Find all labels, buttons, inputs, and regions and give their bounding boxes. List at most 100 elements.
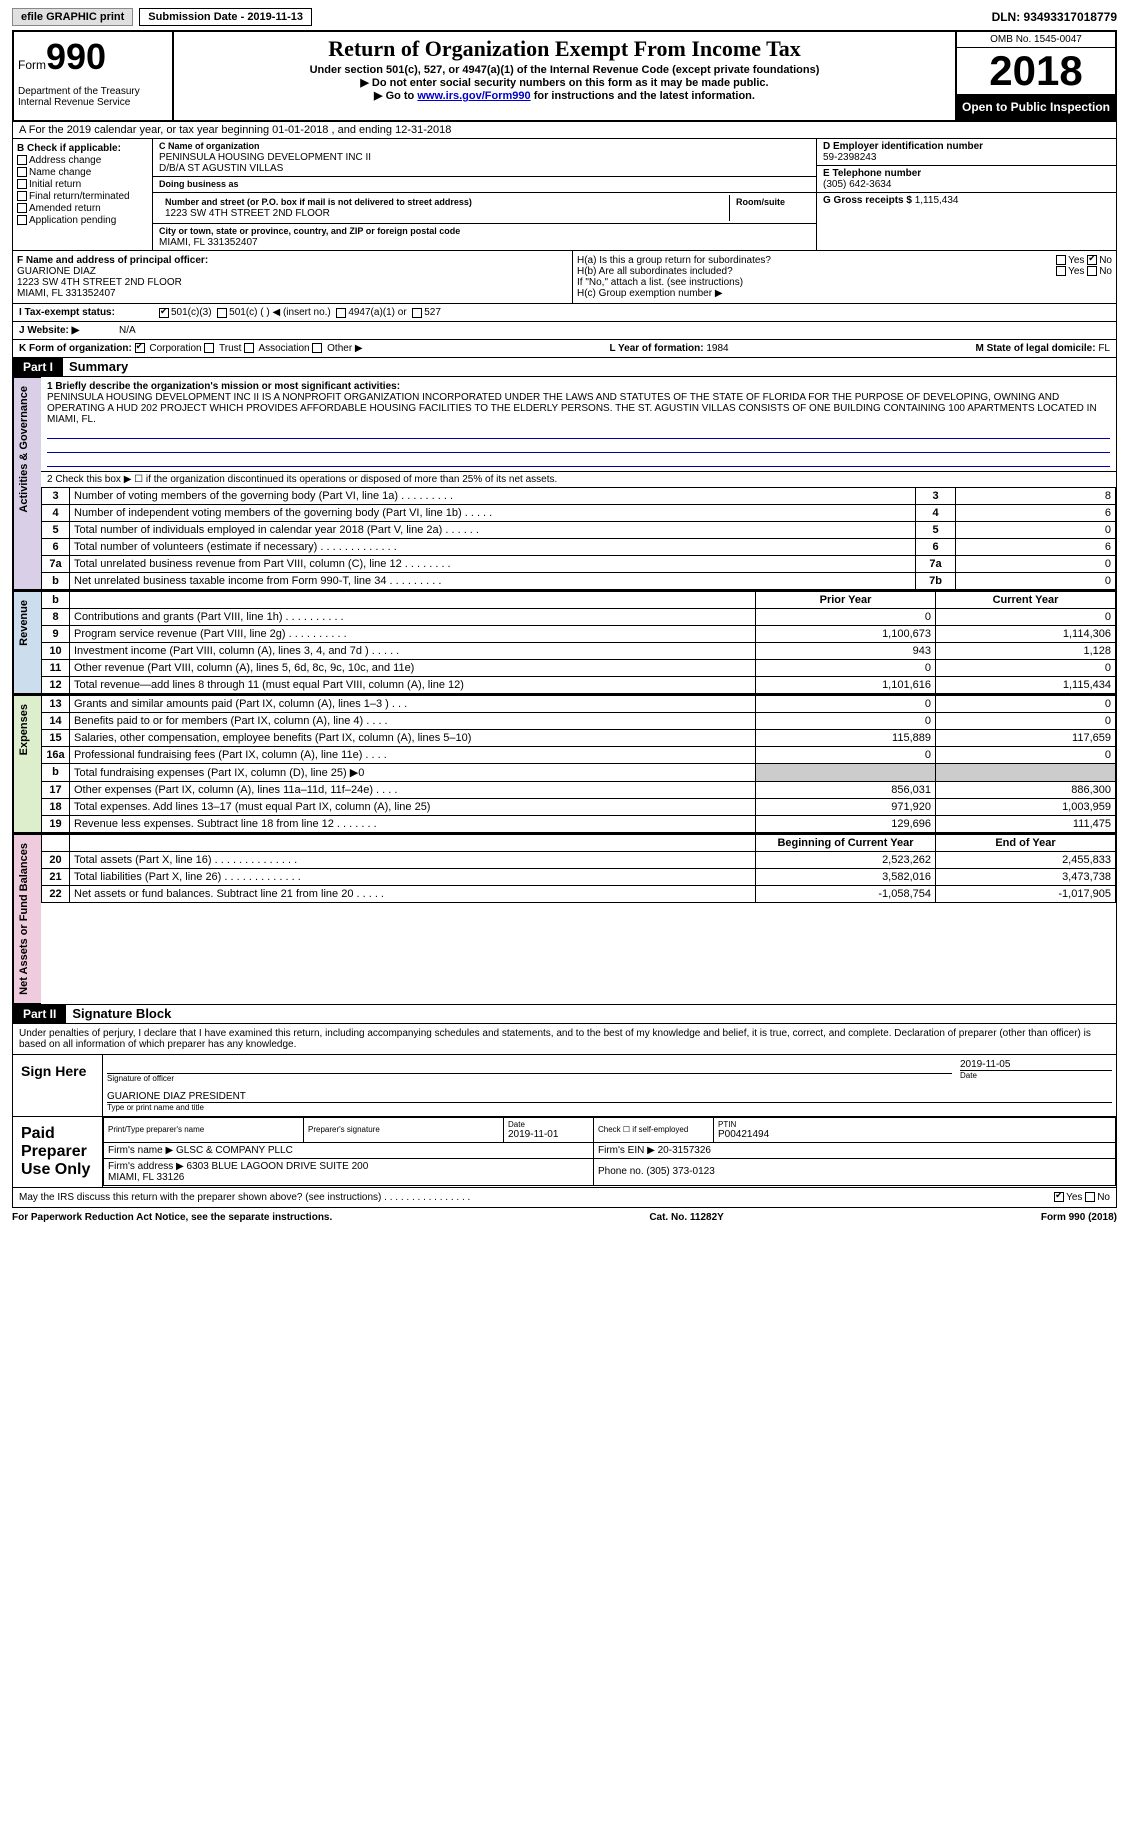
line-no: b: [42, 573, 70, 590]
korg-row: K Form of organization: Corporation Trus…: [12, 340, 1117, 358]
line-text: Grants and similar amounts paid (Part IX…: [70, 696, 756, 713]
current-year: 0: [936, 747, 1116, 764]
line-no: 10: [42, 643, 70, 660]
tax-exempt-row: I Tax-exempt status: 501(c)(3) 501(c) ( …: [12, 304, 1117, 322]
line-text: Total liabilities (Part X, line 26) . . …: [70, 869, 756, 886]
line-ref: 4: [916, 505, 956, 522]
tax-year: 2018: [957, 48, 1115, 94]
line-ref: 7a: [916, 556, 956, 573]
line-value: 0: [956, 573, 1116, 590]
chk-initial-return[interactable]: Initial return: [17, 179, 148, 190]
line-no: 20: [42, 852, 70, 869]
subtitle-2: ▶ Do not enter social security numbers o…: [178, 76, 951, 89]
irs-link[interactable]: www.irs.gov/Form990: [417, 90, 530, 102]
sign-here-label: Sign Here: [13, 1055, 103, 1116]
current-year: 0: [936, 609, 1116, 626]
line-no: 22: [42, 886, 70, 903]
omb-number: OMB No. 1545-0047: [957, 32, 1115, 48]
org-address: 1223 SW 4TH STREET 2ND FLOOR: [165, 208, 330, 219]
line-value: 0: [956, 522, 1116, 539]
line-text: Number of voting members of the governin…: [70, 488, 916, 505]
officer-name: GUARIONE DIAZ: [17, 266, 568, 277]
line-value: 6: [956, 539, 1116, 556]
page-footer: For Paperwork Reduction Act Notice, see …: [12, 1208, 1117, 1227]
ein: 59-2398243: [823, 152, 876, 163]
prep-date: 2019-11-01: [508, 1129, 558, 1140]
chk-final-return[interactable]: Final return/terminated: [17, 191, 148, 202]
chk-amended-return[interactable]: Amended return: [17, 203, 148, 214]
line-text: Contributions and grants (Part VIII, lin…: [70, 609, 756, 626]
prior-year: [756, 764, 936, 782]
chk-address-change[interactable]: Address change: [17, 155, 148, 166]
fgh-row: F Name and address of principal officer:…: [12, 251, 1117, 304]
line-value: 0: [956, 556, 1116, 573]
firm-ein: 20-3157326: [658, 1145, 711, 1156]
prior-year: 856,031: [756, 782, 936, 799]
current-year: 0: [936, 696, 1116, 713]
discuss-yes-checkbox[interactable]: [1054, 1192, 1064, 1202]
part1-header: Part ISummary: [12, 358, 1117, 377]
line-text: Revenue less expenses. Subtract line 18 …: [70, 816, 756, 833]
form-header: Form990 Department of the Treasury Inter…: [12, 30, 1117, 122]
box-deg: D Employer identification number59-23982…: [816, 139, 1116, 250]
prior-year: 0: [756, 609, 936, 626]
begin-year: -1,058,754: [756, 886, 936, 903]
form-word: Form: [18, 58, 46, 72]
chk-corporation[interactable]: [135, 343, 145, 353]
line-no: b: [42, 764, 70, 782]
chk-501c3[interactable]: [159, 308, 169, 318]
form-number: 990: [46, 36, 106, 77]
line-ref: 7b: [916, 573, 956, 590]
line-no: 19: [42, 816, 70, 833]
line-ref: 3: [916, 488, 956, 505]
part2-header: Part IISignature Block: [12, 1005, 1117, 1024]
dept-treasury: Department of the Treasury Internal Reve…: [18, 86, 168, 108]
prior-year: 129,696: [756, 816, 936, 833]
end-year: -1,017,905: [936, 886, 1116, 903]
expenses-section: Expenses 13 Grants and similar amounts p…: [12, 695, 1117, 834]
subtitle-3: ▶ Go to www.irs.gov/Form990 for instruct…: [178, 89, 951, 102]
current-year: 886,300: [936, 782, 1116, 799]
vlabel-governance: Activities & Governance: [14, 378, 34, 521]
prior-year: 1,100,673: [756, 626, 936, 643]
efile-print-button[interactable]: efile GRAPHIC print: [12, 8, 133, 26]
governance-section: Activities & Governance 1 Briefly descri…: [12, 377, 1117, 591]
discuss-question: May the IRS discuss this return with the…: [19, 1192, 470, 1203]
subtitle-1: Under section 501(c), 527, or 4947(a)(1)…: [178, 64, 951, 76]
firm-phone: (305) 373-0123: [646, 1166, 714, 1177]
vlabel-revenue: Revenue: [14, 592, 34, 654]
end-year: 2,455,833: [936, 852, 1116, 869]
line-text: Total unrelated business revenue from Pa…: [70, 556, 916, 573]
line-no: 9: [42, 626, 70, 643]
vlabel-netassets: Net Assets or Fund Balances: [14, 835, 34, 1003]
line-no: 7a: [42, 556, 70, 573]
line-text: Total fundraising expenses (Part IX, col…: [70, 764, 756, 782]
line-text: Benefits paid to or for members (Part IX…: [70, 713, 756, 730]
line-text: Program service revenue (Part VIII, line…: [70, 626, 756, 643]
submission-date: Submission Date - 2019-11-13: [139, 8, 312, 26]
prior-year: 0: [756, 747, 936, 764]
prior-year: 0: [756, 713, 936, 730]
vlabel-expenses: Expenses: [14, 696, 34, 763]
ha-no-checkbox[interactable]: [1087, 255, 1097, 265]
website-value: N/A: [119, 325, 136, 336]
current-year: 1,115,434: [936, 677, 1116, 694]
line-value: 8: [956, 488, 1116, 505]
chk-application-pending[interactable]: Application pending: [17, 215, 148, 226]
perjury-declaration: Under penalties of perjury, I declare th…: [13, 1024, 1116, 1055]
prior-year: 1,101,616: [756, 677, 936, 694]
line-no: 11: [42, 660, 70, 677]
chk-name-change[interactable]: Name change: [17, 167, 148, 178]
line-no: 8: [42, 609, 70, 626]
prior-year: 971,920: [756, 799, 936, 816]
current-year: 117,659: [936, 730, 1116, 747]
line-value: 6: [956, 505, 1116, 522]
gross-receipts: 1,115,434: [915, 195, 959, 206]
topbar: efile GRAPHIC print Submission Date - 20…: [12, 8, 1117, 26]
box-c: C Name of organizationPENINSULA HOUSING …: [153, 139, 816, 250]
ptin: P00421494: [718, 1129, 769, 1140]
line-no: 5: [42, 522, 70, 539]
sig-date: 2019-11-05: [960, 1059, 1112, 1070]
open-to-public: Open to Public Inspection: [957, 94, 1115, 120]
website-row: J Website: ▶ N/A: [12, 322, 1117, 340]
